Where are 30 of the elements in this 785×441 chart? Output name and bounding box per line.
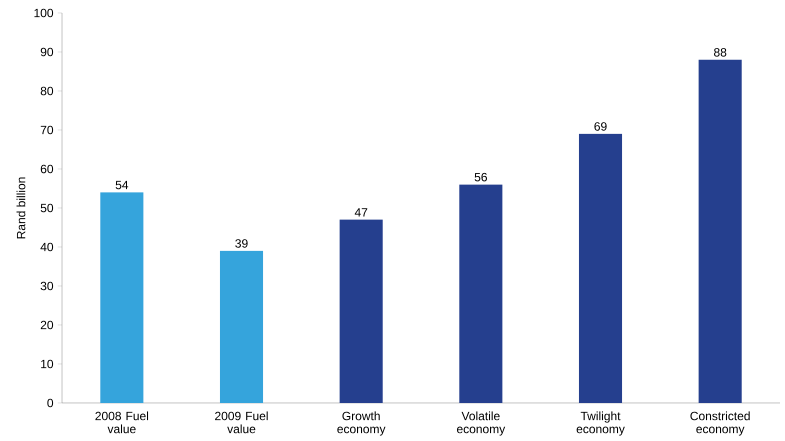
y-tick-label: 40 xyxy=(40,242,54,252)
y-tick-label: 100 xyxy=(34,8,54,18)
y-tick-label: 10 xyxy=(41,360,54,368)
x-tick-label: Twilight economy xyxy=(576,411,625,436)
y-tick-label: 0 xyxy=(47,398,54,408)
data-label: 39 xyxy=(235,239,248,248)
x-tick-label: 2009 Fuel value xyxy=(215,411,268,434)
x-tick-label: 2008 Fuel value xyxy=(95,411,148,434)
data-label: 88 xyxy=(714,48,726,57)
bar xyxy=(698,60,742,403)
bar xyxy=(100,192,144,403)
y-tick-label: 80 xyxy=(40,86,54,96)
bar xyxy=(459,184,502,403)
x-tick-label: Volatile economy xyxy=(457,411,506,436)
y-tick-label: 30 xyxy=(40,282,54,290)
data-label: 69 xyxy=(594,122,607,131)
y-tick-label: 90 xyxy=(40,48,54,56)
y-tick-label: 70 xyxy=(40,126,54,134)
y-axis-title: Rand billion xyxy=(16,177,26,238)
data-label: 56 xyxy=(474,172,487,182)
bar xyxy=(578,134,622,403)
data-label: 47 xyxy=(354,208,368,216)
y-tick-label: 50 xyxy=(40,204,54,212)
y-tick-label: 60 xyxy=(40,164,54,174)
y-tick-label: 20 xyxy=(40,320,54,330)
data-label: 54 xyxy=(116,180,128,190)
bar xyxy=(340,220,383,403)
bar xyxy=(220,250,264,403)
x-tick-label: Constricted economy xyxy=(690,411,750,436)
x-tick-label: Growth economy xyxy=(337,411,386,436)
